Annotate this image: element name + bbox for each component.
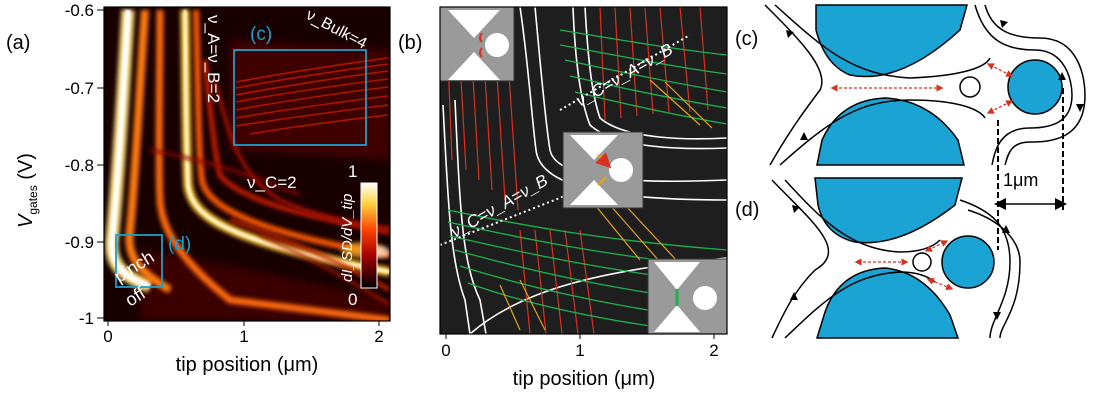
y-tick-label: -0.6 [65,1,94,20]
inset-middle [562,131,644,209]
region-d-box [115,234,163,288]
x-tick-label: 0 [103,327,112,346]
x-tick-label: 2 [374,327,383,346]
gate-bottom-d [815,267,960,339]
panel-b: (b) [398,6,728,390]
axes-frame-b [439,6,728,335]
panel-c: (c) 1μm [735,4,1086,250]
region-c-box [233,49,367,146]
arrow-heads-d [790,205,1010,320]
panel-d-letter: (d) [735,199,759,221]
y-axis-label-a: Vgates (V) [15,153,40,228]
colorbar: 1 0 dI_SD/dV_tip [339,162,378,309]
arrow-heads-c [786,20,1084,140]
tip-dot-c [1007,59,1063,115]
x-tick-label: 0 [441,341,450,360]
dotted-line-upper [559,34,691,111]
panel-c-letter: (c) [735,28,758,50]
x-tick-label: 1 [575,341,584,360]
dotted-line-lower [440,189,581,246]
colorbar-min-label: 0 [348,290,357,309]
region-c-label: (c) [250,24,272,45]
region-d-label: (d) [168,234,191,255]
tip-dot-d [941,235,995,289]
tunneling-arrows-d [854,240,954,291]
y-tick-label: -1 [79,309,94,328]
tunneling-arrows-c [830,63,1014,114]
fringe-lines [235,57,389,135]
y-tick-label: -0.7 [65,79,94,98]
y-tick-label: -0.8 [65,156,94,175]
panel-a-letter: (a) [6,32,30,54]
x-tick-label: 2 [709,341,718,360]
orange-lines [499,79,713,331]
conductance-map [104,7,390,321]
schematic-map: ν_C=ν_A=ν_B ν_C=ν_A=ν_B [440,7,727,334]
y-axis-a: -0.6 -0.7 -0.8 -0.9 -1 [65,1,104,328]
x-axis-label-b: tip position (μm) [513,368,656,390]
edge-channels-d [771,179,1021,339]
edge-channels-c [764,4,1086,166]
nu-ab-label: ν_A=ν_B=2 [204,15,223,103]
scale-label: 1μm [1003,170,1038,190]
gate-top-d [814,177,963,244]
x-axis-label-a: tip position (μm) [176,354,319,376]
x-axis-b: 0 1 2 [441,334,719,360]
axes-frame-a [103,6,391,322]
inset-top-left [440,7,515,82]
red-lines [447,7,709,334]
panel-b-letter: (b) [398,32,422,54]
gate-top-c [815,4,968,78]
colorbar-label: dI_SD/dV_tip [339,194,356,282]
panel-d: (d) [735,177,1021,339]
panel-a: (a) [6,1,391,376]
gate-bottom-c [816,97,965,166]
nu-c-label: ν_C=2 [247,173,297,192]
x-axis-a: 0 1 2 [103,321,384,346]
x-tick-label: 1 [239,327,248,346]
colorbar-max-label: 1 [348,162,357,181]
boundary-curves [442,7,727,334]
y-tick-label: -0.9 [65,233,94,252]
inset-bottom-right [647,258,727,334]
